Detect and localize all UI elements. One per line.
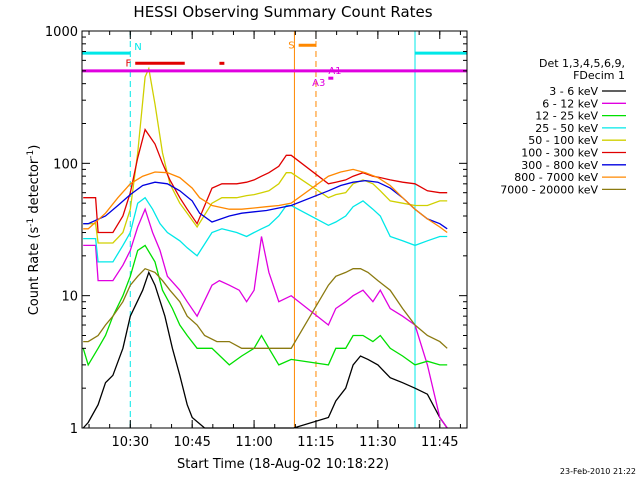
x-ticks: 10:30 10:45 11:00 11:15 11:30 11:45 (88, 31, 461, 450)
legend-label-6: 300 - 800 keV (521, 159, 598, 172)
legend-label-5: 100 - 300 keV (521, 147, 598, 160)
x-tick-label-5: 11:45 (421, 435, 458, 450)
series-line-7 (83, 168, 448, 234)
y-axis-label: Count Rate (s-1 detector-1) (26, 145, 42, 316)
x-tick-label-0: 10:30 (112, 435, 149, 450)
legend-label-7: 800 - 7000 keV (514, 171, 598, 184)
x-tick-label-2: 11:00 (235, 435, 272, 450)
x-axis-label: Start Time (18-Aug-02 10:18:22) (177, 457, 389, 472)
legend-label-2: 12 - 25 keV (535, 110, 598, 123)
series-line-5 (83, 128, 448, 234)
flag-label-1: F (125, 58, 131, 69)
flag-label-4: A3 (312, 78, 325, 89)
series-line-4 (83, 66, 448, 244)
legend-label-3: 25 - 50 keV (535, 122, 598, 135)
y-tick-label-2: 100 (53, 157, 78, 172)
y-tick-label-0: 1 (70, 422, 78, 437)
legend-label-0: 3 - 6 keV (549, 85, 598, 98)
chart-title: HESSI Observing Summary Count Rates (133, 3, 432, 21)
footer-date: 23-Feb-2010 21:22 (560, 467, 636, 476)
legend-label-4: 50 - 100 keV (528, 134, 598, 147)
series-lines (82, 66, 448, 429)
flag-label-2: S (288, 40, 294, 51)
y-tick-label-1: 10 (61, 290, 78, 305)
legend-header-line-2: FDecim 1 (573, 69, 625, 82)
y-ticks: 1 10 100 1000 (45, 25, 467, 437)
series-line-6 (83, 179, 448, 230)
x-tick-label-3: 11:15 (297, 435, 334, 450)
legend-label-8: 7000 - 20000 keV (500, 183, 598, 196)
series-line-8 (83, 267, 448, 349)
flag-label-3: A1 (328, 66, 341, 77)
x-tick-label-4: 11:30 (359, 435, 396, 450)
flag-label-0: N (134, 42, 141, 53)
series-line-3 (83, 196, 448, 263)
legend-header-line-1: Det 1,3,4,5,6,9, (539, 57, 625, 70)
legend-label-1: 6 - 12 keV (542, 97, 598, 110)
series-line-2 (82, 244, 448, 367)
series-line-1 (83, 207, 448, 429)
x-tick-label-1: 10:45 (173, 435, 210, 450)
y-tick-label-3: 1000 (45, 25, 78, 40)
